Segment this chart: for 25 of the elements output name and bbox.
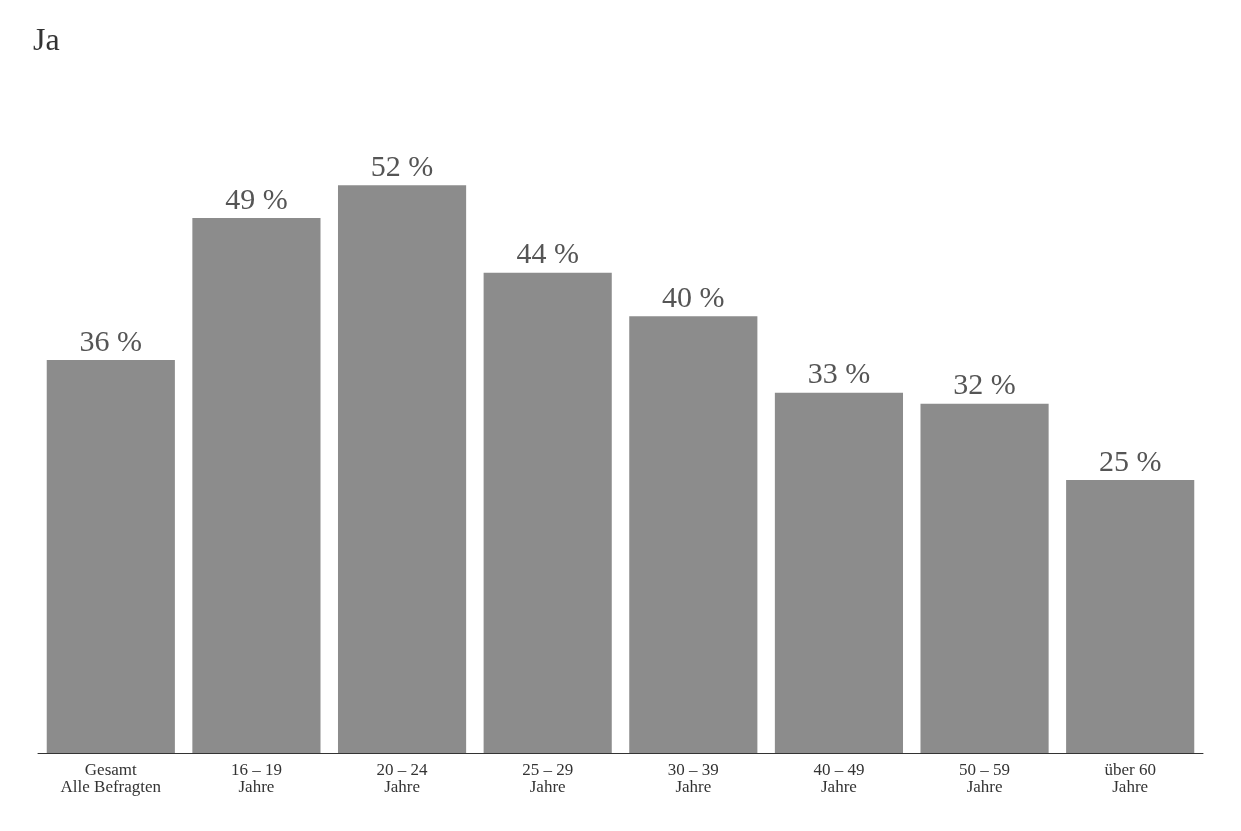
x-tick-label: Gesamt Alle Befragten bbox=[60, 760, 162, 796]
bar bbox=[774, 392, 904, 753]
data-label: 33 % bbox=[807, 356, 871, 390]
data-label: 49 % bbox=[225, 181, 288, 215]
x-tick-label: 50 – 59 Jahre bbox=[959, 760, 1011, 796]
x-tick-label: 25 – 29 Jahre bbox=[522, 760, 574, 796]
data-label: 25 % bbox=[1098, 443, 1162, 477]
bar bbox=[483, 272, 612, 753]
bar bbox=[337, 185, 467, 753]
x-tick-label: über 60 Jahre bbox=[1104, 760, 1156, 796]
bar bbox=[629, 316, 758, 753]
bar bbox=[920, 403, 1049, 753]
x-tick-label: 20 – 24 Jahre bbox=[376, 760, 429, 796]
data-label: 32 % bbox=[953, 367, 1016, 401]
x-tick-label: 30 – 39 Jahre bbox=[667, 760, 719, 796]
bar bbox=[192, 218, 321, 753]
data-label: 36 % bbox=[79, 323, 143, 357]
data-label: 52 % bbox=[370, 148, 434, 182]
data-label: 40 % bbox=[662, 279, 725, 313]
x-tick-label: 40 – 49 Jahre bbox=[813, 760, 865, 796]
data-label: 44 % bbox=[516, 236, 579, 270]
bar bbox=[1066, 480, 1195, 753]
chart-title: Ja bbox=[33, 21, 60, 57]
bar bbox=[46, 360, 175, 753]
x-tick-label: 16 – 19 Jahre bbox=[230, 760, 282, 796]
